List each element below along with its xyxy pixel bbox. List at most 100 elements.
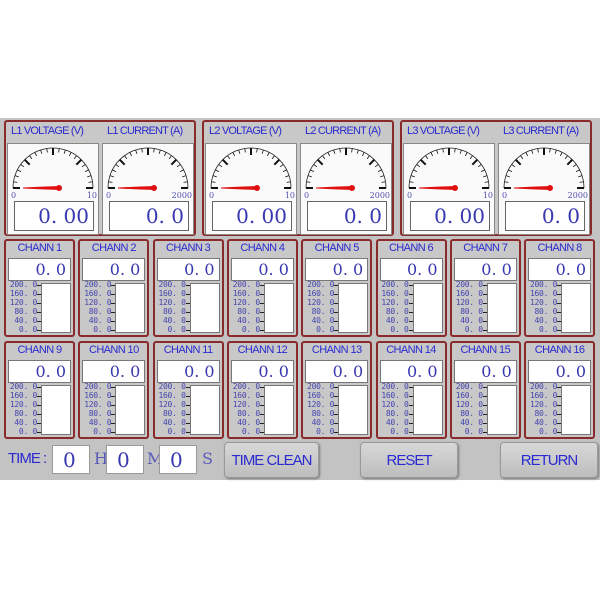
axis-tick-label: 0. 0 (93, 325, 112, 334)
axis-tick (111, 294, 116, 295)
channel-panel-11: CHANN 11 0. 0 200. 0 160. 0 120. 0 80. 0 40. 0… (152, 341, 224, 439)
dial-tick (271, 155, 275, 160)
axis-tick (185, 432, 190, 433)
axis-tick (111, 432, 116, 433)
axis-tick (408, 414, 413, 415)
axis-tick (482, 303, 487, 304)
channel-value-display: 0. 0 (82, 258, 146, 281)
voltage-value-display: 0. 00 (410, 201, 490, 231)
channel-title: CHANN 12 (237, 344, 288, 356)
channel-value-display: 0. 0 (453, 258, 517, 281)
return-button[interactable]: RETURN (500, 442, 598, 478)
current-gauge: 0 2000 0. 0 (102, 143, 194, 235)
axis-tick-label: 160. 0 (529, 391, 558, 400)
axis-tick-label: 200. 0 (9, 280, 37, 289)
reset-button[interactable]: RESET (360, 442, 458, 478)
meter-screen: L1 VOLTAGE (V) L1 CURRENT (A) 0 10 0. 00 0 200… (0, 118, 600, 480)
dial-tick (333, 149, 336, 154)
dial-tick (374, 164, 379, 168)
seconds-field[interactable]: 0 (159, 445, 197, 474)
axis-tick (557, 294, 562, 295)
axis-tick-label: 200. 0 (529, 382, 558, 391)
axis-tick (482, 432, 487, 433)
dial-tick (549, 148, 551, 153)
dial-tick (508, 169, 513, 173)
axis-tick (408, 423, 413, 424)
axis-tick-label: 200. 0 (84, 280, 112, 289)
channel-bar-chart (412, 385, 443, 435)
dial-tick (537, 148, 539, 153)
axis-tick (334, 423, 339, 424)
dial-tick (158, 149, 161, 154)
dial-tick (578, 175, 583, 178)
dial-tick (579, 181, 584, 183)
dial-tick (377, 169, 382, 173)
axis-tick-label: 160. 0 (381, 289, 409, 298)
axis-tick (557, 396, 562, 397)
dial-tick (215, 169, 220, 173)
axis-tick (111, 414, 116, 415)
axis-tick (408, 303, 413, 304)
dial-tick (520, 155, 524, 160)
channel-title: CHANN 1 (17, 242, 62, 254)
channel-value-display: 0. 0 (379, 360, 443, 383)
axis-tick-label: 200. 0 (307, 280, 335, 289)
axis-tick (334, 414, 339, 415)
dial-tick (109, 175, 114, 178)
dial-tick (13, 181, 18, 183)
axis-tick-label: 120. 0 (307, 400, 335, 409)
dial-tick (40, 149, 43, 154)
axis-tick-label: 160. 0 (158, 391, 186, 400)
time-clean-button[interactable]: TIME CLEAN (224, 442, 319, 478)
dial-tick (307, 175, 312, 178)
minutes-field[interactable]: 0 (106, 445, 144, 474)
axis-tick-label: 0. 0 (464, 325, 483, 334)
dial-tick (459, 149, 462, 154)
axis-tick-label: 40. 0 (385, 418, 409, 427)
axis-tick-label: 120. 0 (84, 298, 112, 307)
dial-tick (88, 181, 93, 183)
dial-tick (135, 149, 138, 154)
dial-min-label: 0 (502, 191, 507, 200)
dial-tick (480, 169, 485, 173)
dial-max-label: 2000 (370, 191, 390, 200)
dial-tick (266, 152, 270, 157)
axis-tick-label: 160. 0 (307, 391, 335, 400)
hours-field[interactable]: 0 (52, 445, 90, 474)
axis-tick (408, 396, 413, 397)
axis-tick-label: 80. 0 (14, 409, 37, 418)
dial-tick (554, 149, 557, 154)
axis-tick (37, 294, 41, 295)
axis-tick (185, 423, 190, 424)
dial-tick (464, 152, 468, 157)
axis-tick-label: 80. 0 (460, 307, 483, 316)
channel-panel-12: CHANN 12 0. 0 200. 0 160. 0 120. 0 80. 0 40. 0… (226, 341, 298, 439)
axis-tick (334, 432, 339, 433)
dial-tick (14, 175, 19, 178)
dial-tick (212, 175, 217, 178)
dial-tick (282, 169, 287, 173)
dial-tick (531, 149, 534, 154)
axis-tick (408, 432, 413, 433)
axis-tick-label: 120. 0 (158, 400, 186, 409)
axis-tick-label: 120. 0 (232, 400, 260, 409)
current-value-display: 0. 0 (505, 201, 585, 231)
channel-bar-chart (189, 283, 220, 333)
axis-tick-label: 0. 0 (539, 325, 558, 334)
dial-tick (317, 159, 324, 166)
dial-tick (454, 148, 456, 153)
dial-tick (119, 159, 126, 166)
dial-tick (286, 181, 291, 183)
axis-tick-label: 200. 0 (84, 382, 112, 391)
channel-title: CHANN 10 (88, 344, 139, 356)
axis-tick-label: 120. 0 (232, 298, 260, 307)
axis-tick (37, 423, 41, 424)
dial-tick (87, 175, 92, 178)
axis-tick-label: 120. 0 (455, 298, 483, 307)
dial-tick (381, 181, 386, 183)
axis-tick-label: 160. 0 (158, 289, 186, 298)
dial-tick (279, 164, 284, 168)
phase-panel-1: L1 VOLTAGE (V) L1 CURRENT (A) 0 10 0. 00 0 200… (4, 120, 196, 236)
dial-tick (227, 155, 231, 160)
